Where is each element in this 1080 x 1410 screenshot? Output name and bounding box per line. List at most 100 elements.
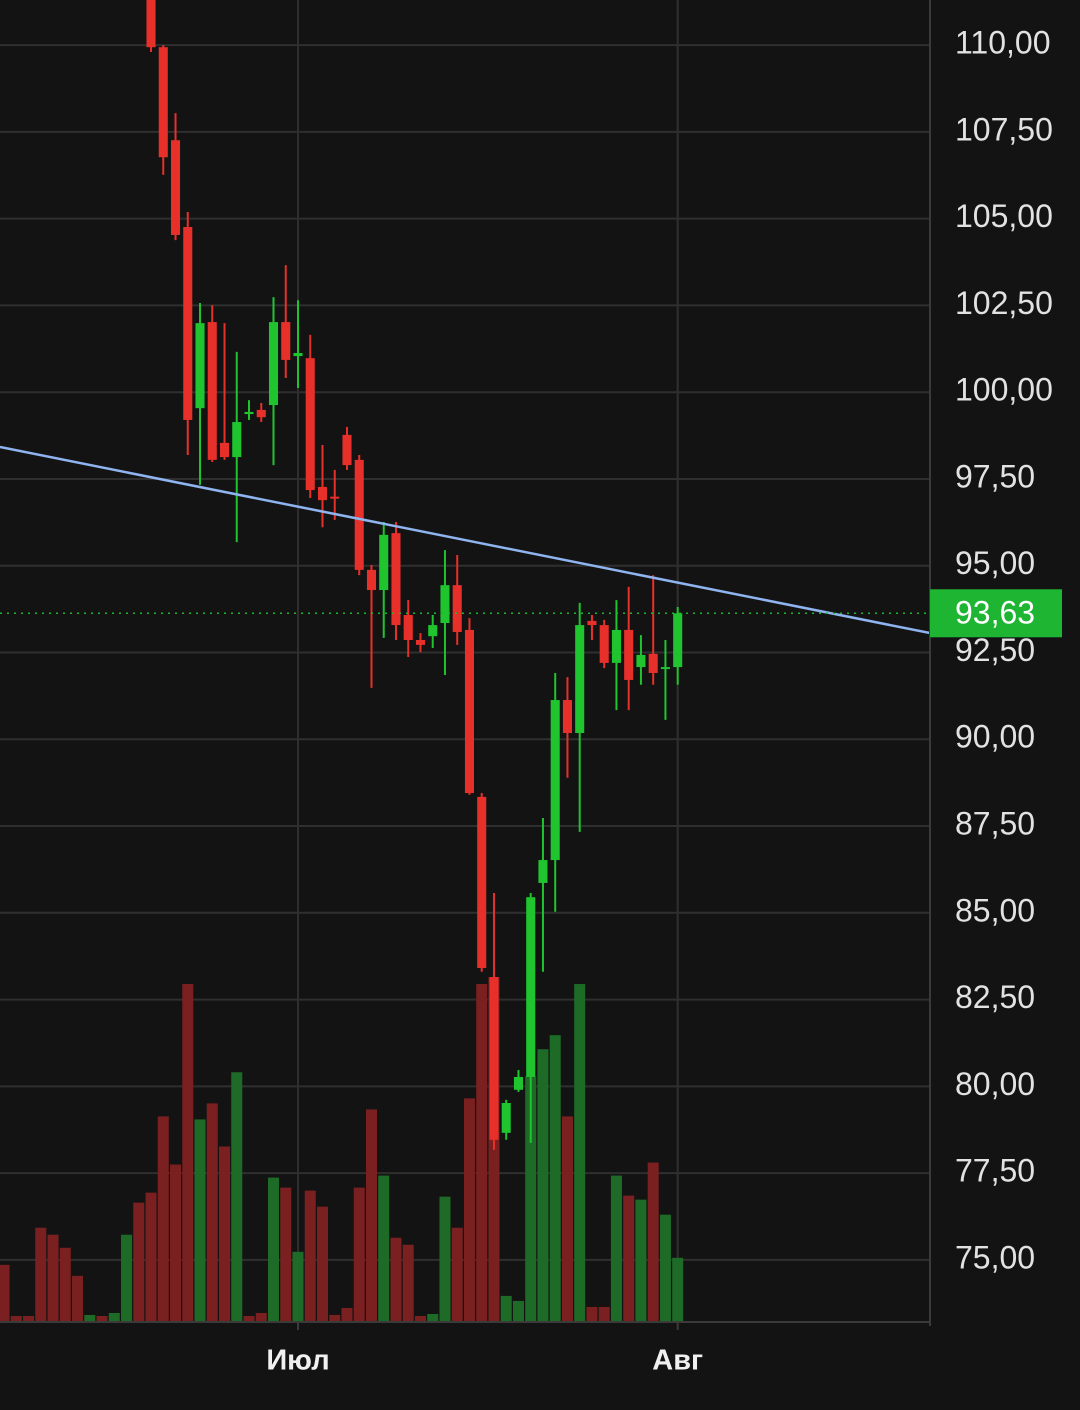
candle-body bbox=[477, 796, 487, 968]
candle-body bbox=[415, 640, 426, 645]
volume-bar bbox=[414, 1315, 426, 1322]
candle-body bbox=[195, 323, 205, 409]
volume-bar bbox=[59, 1247, 71, 1322]
candle-body bbox=[305, 358, 315, 491]
candle-body bbox=[428, 625, 438, 637]
volume-bar bbox=[451, 1227, 463, 1322]
volume-bar bbox=[647, 1162, 659, 1322]
y-tick-label: 92,50 bbox=[955, 632, 1035, 668]
volume-bar bbox=[659, 1214, 671, 1322]
volume-bar bbox=[255, 1312, 267, 1322]
volume-bar bbox=[0, 1264, 10, 1322]
candle-body bbox=[354, 459, 364, 570]
candle-body bbox=[489, 977, 499, 1140]
candle-body bbox=[146, 0, 156, 48]
candle-body bbox=[575, 625, 585, 734]
volume-bar bbox=[316, 1206, 329, 1322]
y-tick-label: 75,00 bbox=[955, 1239, 1035, 1275]
x-tick-label: Июл bbox=[266, 1345, 329, 1377]
volume-bar bbox=[23, 1315, 35, 1322]
candle-body bbox=[366, 569, 377, 591]
last-price-label: 93,63 bbox=[955, 595, 1035, 631]
candle-body bbox=[550, 700, 560, 861]
volume-bar bbox=[280, 1187, 292, 1322]
candle-body bbox=[330, 496, 340, 499]
candle-body bbox=[648, 653, 658, 673]
candle-body bbox=[391, 533, 401, 626]
volume-bar bbox=[635, 1199, 647, 1322]
volume-bar bbox=[243, 1315, 255, 1322]
volume-bar bbox=[574, 984, 586, 1322]
candle-body bbox=[660, 667, 670, 670]
volume-bar bbox=[133, 1202, 145, 1322]
y-tick-label: 77,50 bbox=[955, 1153, 1035, 1189]
axis-labels: 75,00 77,50 80,00 82,50 85,00 87,50 90,00 92,50… bbox=[266, 25, 1062, 1377]
grid bbox=[0, 0, 930, 1322]
volume-bar bbox=[512, 1300, 524, 1322]
y-tick-label: 80,00 bbox=[955, 1066, 1035, 1102]
candle-body bbox=[170, 140, 181, 235]
y-tick-label: 107,50 bbox=[955, 111, 1053, 147]
volume-bar bbox=[598, 1306, 610, 1322]
candle-body bbox=[624, 629, 634, 680]
y-tick-label: 100,00 bbox=[955, 372, 1053, 408]
y-tick-label: 97,50 bbox=[955, 458, 1035, 494]
candle-body bbox=[611, 629, 621, 663]
volume-bar bbox=[500, 1295, 512, 1322]
candle-body bbox=[207, 322, 217, 460]
volume-bar bbox=[157, 1116, 169, 1322]
volume-bar bbox=[341, 1307, 353, 1322]
volume-bar bbox=[672, 1257, 684, 1322]
candle-body bbox=[464, 629, 475, 794]
volume-bar bbox=[267, 1177, 280, 1322]
candle-body bbox=[587, 620, 597, 626]
volume-bar bbox=[121, 1234, 133, 1322]
candle-body bbox=[501, 1102, 511, 1133]
volume-bar bbox=[35, 1227, 47, 1322]
volume-bar bbox=[439, 1196, 451, 1322]
volume-bar bbox=[194, 1119, 206, 1322]
candle-body bbox=[440, 585, 450, 623]
plot-area bbox=[0, 0, 930, 1322]
volume-bar bbox=[47, 1234, 59, 1322]
candle-body bbox=[636, 654, 646, 668]
candle-body bbox=[538, 860, 548, 883]
volume-bar bbox=[537, 1049, 549, 1322]
volume-bar bbox=[10, 1315, 22, 1322]
volume-bar bbox=[463, 1098, 475, 1322]
volume-bar bbox=[353, 1187, 365, 1322]
y-tick-label: 95,00 bbox=[955, 545, 1035, 581]
y-tick-label: 102,50 bbox=[955, 285, 1053, 321]
volume-bar bbox=[292, 1251, 304, 1322]
candle-body bbox=[403, 615, 413, 641]
candle-body bbox=[599, 625, 609, 663]
candle-body bbox=[183, 226, 193, 420]
candle-body bbox=[452, 585, 462, 633]
volume-bar bbox=[427, 1313, 439, 1322]
y-tick-label: 105,00 bbox=[955, 198, 1053, 234]
volume-bar bbox=[170, 1164, 182, 1322]
volume-bar bbox=[145, 1192, 157, 1322]
volume-bar bbox=[108, 1312, 120, 1322]
volume-bar bbox=[378, 1175, 390, 1322]
volume-bar bbox=[304, 1190, 316, 1322]
y-tick-label: 82,50 bbox=[955, 979, 1035, 1015]
candle-body bbox=[232, 422, 242, 458]
volume-bar bbox=[182, 984, 194, 1322]
candle-body bbox=[158, 47, 168, 158]
volume-bar bbox=[561, 1116, 573, 1322]
volume-bar bbox=[72, 1275, 84, 1322]
volume-bar bbox=[586, 1306, 598, 1322]
candle-body bbox=[513, 1076, 523, 1090]
volume-bar bbox=[84, 1314, 96, 1322]
candle-body bbox=[379, 534, 389, 591]
volume-bar bbox=[549, 1035, 561, 1322]
candle-body bbox=[219, 442, 230, 458]
volume-bar bbox=[525, 1076, 537, 1322]
y-tick-label: 85,00 bbox=[955, 892, 1035, 928]
candle-body bbox=[268, 322, 279, 406]
candle-body bbox=[342, 434, 352, 466]
volume-bar bbox=[402, 1244, 414, 1322]
